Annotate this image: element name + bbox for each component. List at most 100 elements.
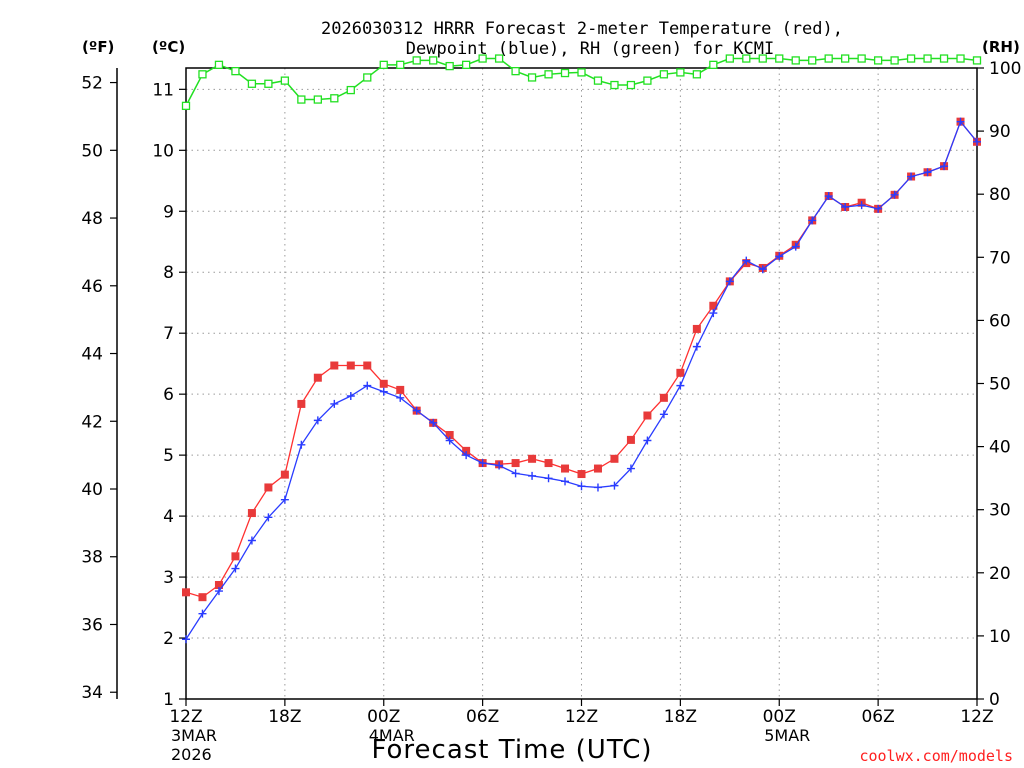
dewpoint-point xyxy=(923,168,932,177)
x-date-label: 3MAR xyxy=(171,726,217,745)
dewpoint-point xyxy=(626,464,635,473)
dewpoint-point xyxy=(659,410,668,419)
celsius-tick-label: 4 xyxy=(163,507,174,527)
rh-point xyxy=(412,56,421,65)
dewpoint-point xyxy=(907,172,916,181)
dewpoint-point xyxy=(478,459,487,468)
rh-point xyxy=(264,79,273,88)
celsius-tick-label: 1 xyxy=(163,690,174,710)
rh-tick-label: 60 xyxy=(989,311,1011,331)
x-tick-label: 18Z xyxy=(664,707,697,727)
dewpoint-point xyxy=(396,393,405,402)
dewpoint-point xyxy=(808,216,817,225)
temperature-point xyxy=(528,454,537,463)
rh-point xyxy=(808,56,817,65)
dewpoint-point xyxy=(412,406,421,415)
rh-point xyxy=(775,54,784,63)
rh-point xyxy=(841,54,850,63)
rh-point xyxy=(906,54,916,63)
temperature-point xyxy=(379,379,388,388)
rh-point xyxy=(461,60,471,69)
rh-point xyxy=(494,54,504,63)
x-tick-label: 12Z xyxy=(960,707,993,727)
credit-text: coolwx.com/models xyxy=(859,747,1013,765)
dewpoint-point xyxy=(775,252,784,261)
rh-point xyxy=(330,94,339,103)
dewpoint-point xyxy=(577,482,586,491)
dewpoint-point xyxy=(445,436,454,445)
dewpoint-point xyxy=(297,440,306,449)
celsius-tick-label: 8 xyxy=(163,263,174,283)
temperature-point xyxy=(247,509,256,518)
rh-point xyxy=(181,101,191,111)
celsius-axis-unit: (ºC) xyxy=(152,38,185,56)
temperature-point xyxy=(577,470,586,479)
temperature-point xyxy=(593,464,602,473)
dewpoint-point xyxy=(973,137,981,146)
temperature-point xyxy=(214,580,223,589)
temperature-point xyxy=(709,301,718,310)
rh-point xyxy=(527,73,537,82)
dewpoint-point xyxy=(528,471,537,480)
temperature-point xyxy=(561,464,570,473)
rh-point xyxy=(626,80,636,90)
temperature-point xyxy=(264,483,273,492)
fahrenheit-tick-label: 38 xyxy=(81,548,103,568)
dewpoint-point xyxy=(643,436,652,445)
temperature-point xyxy=(231,552,240,561)
dewpoint-point xyxy=(890,190,899,199)
temperature-point xyxy=(313,373,322,382)
dewpoint-point xyxy=(379,387,388,396)
dewpoint-point xyxy=(874,204,883,213)
dewpoint-point xyxy=(709,309,718,318)
temperature-point xyxy=(396,385,405,394)
dewpoint-point xyxy=(758,265,767,274)
dewpoint-point xyxy=(791,242,800,251)
x-tick-label: 00Z xyxy=(367,707,400,727)
fahrenheit-axis-unit: (ºF) xyxy=(82,38,114,56)
dewpoint-point xyxy=(231,564,240,573)
x-tick-label: 06Z xyxy=(466,707,499,727)
rh-tick-label: 40 xyxy=(989,438,1011,458)
x-tick-label: 06Z xyxy=(861,707,894,727)
dewpoint-point xyxy=(593,483,602,492)
temperature-point xyxy=(643,411,652,420)
x-date-label: 5MAR xyxy=(764,726,810,745)
fahrenheit-tick-label: 52 xyxy=(81,74,103,94)
dewpoint-point xyxy=(182,635,190,644)
dewpoint-point xyxy=(742,256,751,265)
temperature-point xyxy=(198,593,207,602)
rh-point xyxy=(560,68,570,78)
temperature-point xyxy=(182,588,190,597)
dewpoint-point xyxy=(280,495,289,504)
dewpoint-point xyxy=(725,277,734,286)
rh-tick-label: 50 xyxy=(989,375,1011,395)
rh-tick-label: 80 xyxy=(989,185,1011,205)
rh-point xyxy=(791,56,800,65)
rh-point xyxy=(214,60,224,69)
dewpoint-point xyxy=(247,536,256,545)
dewpoint-point xyxy=(857,201,866,210)
rh-point xyxy=(873,56,883,65)
rh-point xyxy=(297,95,306,104)
temperature-point xyxy=(626,435,635,444)
rh-point xyxy=(923,54,932,63)
rh-point xyxy=(396,60,405,69)
celsius-tick-label: 6 xyxy=(163,385,174,405)
rh-point xyxy=(956,54,965,63)
rh-point xyxy=(429,56,438,65)
rh-tick-label: 0 xyxy=(989,690,1000,710)
x-tick-label: 12Z xyxy=(565,707,598,727)
temperature-point xyxy=(544,459,553,468)
rh-point xyxy=(939,54,949,63)
grid xyxy=(186,68,977,699)
x-year-label: 2026 xyxy=(171,745,212,764)
rh-point xyxy=(313,95,322,104)
rh-point xyxy=(824,54,833,63)
rh-point xyxy=(577,68,586,77)
dewpoint-point xyxy=(264,513,273,522)
x-tick-label: 12Z xyxy=(169,707,202,727)
x-axis-title: Forecast Time (UTC) xyxy=(371,735,652,765)
dewpoint-point xyxy=(346,391,355,400)
fahrenheit-tick-label: 34 xyxy=(81,683,103,703)
